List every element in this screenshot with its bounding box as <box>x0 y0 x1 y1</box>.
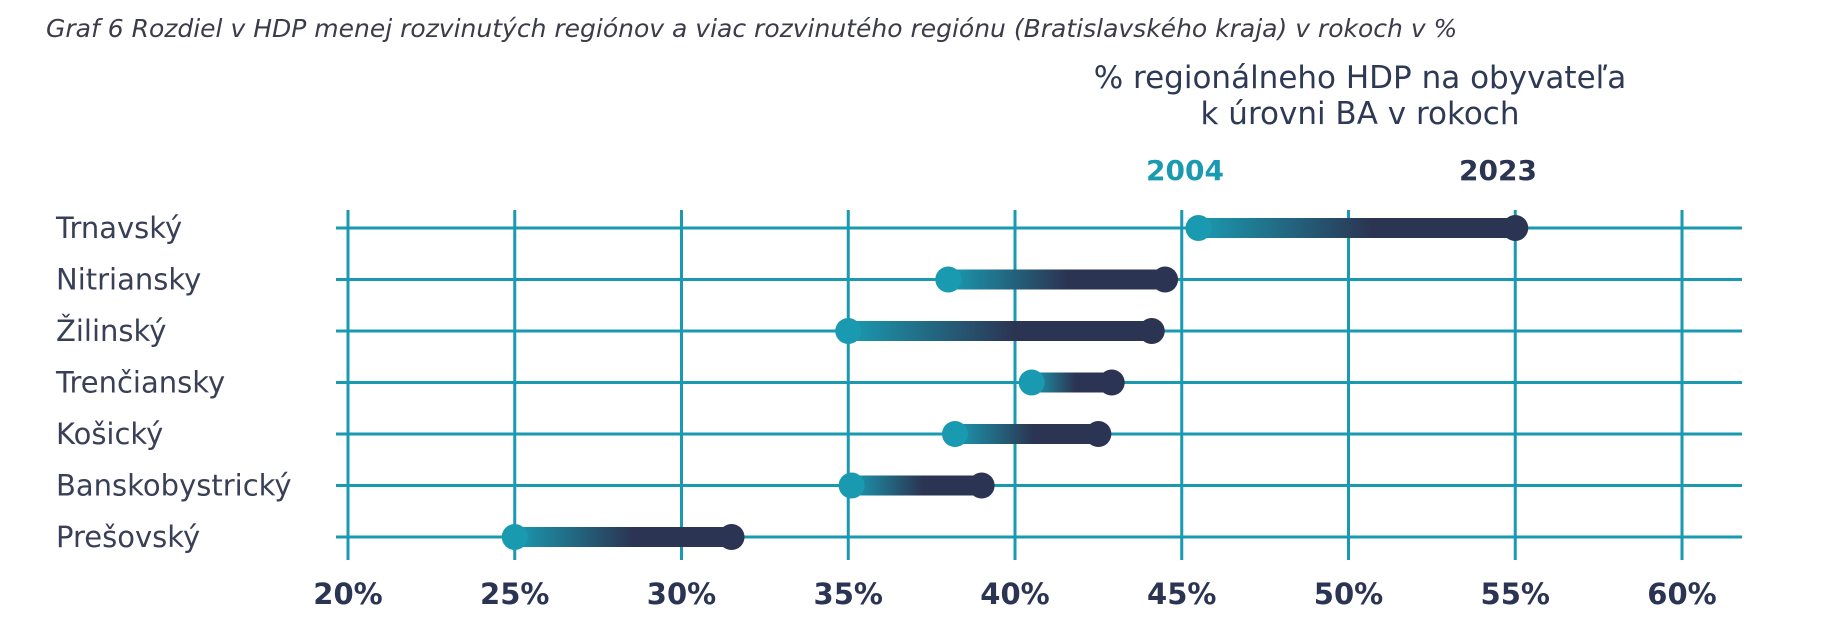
x-tick-label: 55% <box>1481 577 1550 611</box>
dumbbell-bar <box>848 321 1152 341</box>
dumbbell-bar <box>851 475 982 496</box>
point-2004 <box>838 472 865 499</box>
point-2023 <box>1085 421 1112 447</box>
legend: 2004 2023 <box>1146 154 1537 187</box>
point-2004 <box>935 266 962 293</box>
point-2023 <box>1502 215 1529 241</box>
dumbbell-bar <box>1031 372 1112 393</box>
dumbbell-bars <box>501 215 1529 550</box>
x-tick-label: 60% <box>1647 577 1716 611</box>
category-label: Košický <box>56 417 163 451</box>
point-2004 <box>941 421 968 447</box>
x-tick-label: 50% <box>1314 577 1383 611</box>
category-label: Banskobystrický <box>56 469 292 503</box>
point-2023 <box>1098 369 1125 396</box>
figure-caption: Graf 6 Rozdiel v HDP menej rozvinutých r… <box>46 14 1458 43</box>
point-2023 <box>968 472 995 499</box>
category-label: Prešovský <box>56 520 200 554</box>
x-tick-label: 35% <box>814 577 883 611</box>
point-2023 <box>718 524 745 550</box>
x-tick-label: 20% <box>313 577 382 611</box>
category-label: Nitriansky <box>56 263 201 297</box>
point-2004 <box>835 318 862 344</box>
point-2004 <box>501 524 528 550</box>
chart-subtitle: % regionálneho HDP na obyvateľa k úrovni… <box>1000 60 1720 132</box>
category-label: Žilinský <box>56 314 166 348</box>
dumbbell-bar <box>514 527 732 547</box>
x-tick-label: 45% <box>1147 577 1216 611</box>
chart-subtitle-line-2: k úrovni BA v rokoch <box>1200 96 1520 132</box>
category-label: Trenčiansky <box>55 366 225 400</box>
category-labels: Trnavský Nitriansky Žilinský Trenčiansky Koš… <box>55 211 292 554</box>
legend-2023: 2023 <box>1459 154 1537 187</box>
point-2004 <box>1185 215 1212 241</box>
point-2023 <box>1152 266 1179 293</box>
x-axis-ticks: 20% 25% 30% 35% 40% 45% 50% 55% 60% <box>313 577 1716 611</box>
legend-2004: 2004 <box>1146 154 1224 187</box>
category-label: Trnavský <box>55 211 182 245</box>
chart-subtitle-line-1: % regionálneho HDP na obyvateľa <box>1093 60 1627 96</box>
point-2023 <box>1138 318 1165 344</box>
dumbbell-bar <box>954 424 1099 444</box>
x-tick-label: 30% <box>647 577 716 611</box>
x-tick-label: 25% <box>480 577 549 611</box>
point-2004 <box>1018 369 1045 396</box>
dumbbell-bar <box>1198 218 1516 238</box>
dumbbell-bar <box>948 269 1166 290</box>
x-tick-label: 40% <box>980 577 1049 611</box>
